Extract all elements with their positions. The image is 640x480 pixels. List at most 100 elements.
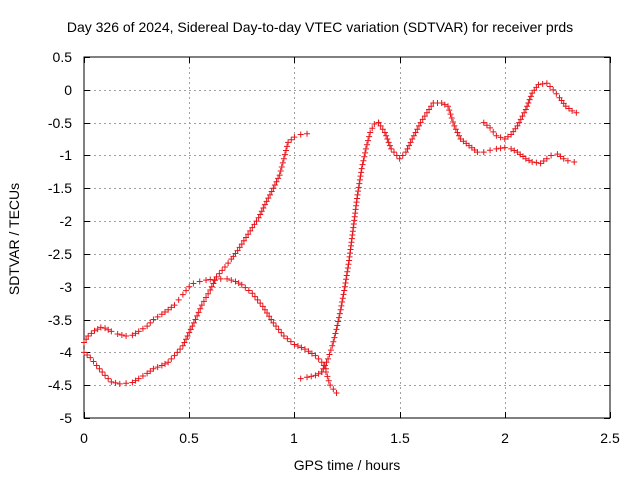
data-point	[184, 332, 191, 339]
data-point	[371, 120, 378, 127]
data-point	[332, 330, 339, 337]
data-point	[362, 145, 369, 152]
data-point	[363, 141, 370, 148]
data-point	[564, 157, 571, 164]
data-point	[540, 158, 547, 165]
data-point	[344, 268, 351, 275]
data-point	[404, 145, 411, 152]
data-point	[97, 324, 104, 331]
data-point	[287, 338, 294, 345]
data-point	[428, 103, 435, 110]
data-point	[423, 109, 430, 116]
data-point	[497, 145, 504, 152]
data-point	[232, 278, 239, 285]
data-point	[298, 344, 305, 351]
x-tick-label: 0.5	[179, 430, 199, 446]
data-point	[132, 377, 139, 384]
data-point	[165, 359, 172, 366]
data-point	[162, 308, 169, 315]
y-tick-label: -3	[60, 279, 73, 295]
data-point	[560, 155, 567, 162]
data-point	[228, 277, 235, 284]
data-point	[144, 323, 151, 330]
data-point	[379, 126, 386, 133]
data-point	[315, 355, 322, 362]
data-point	[114, 330, 121, 337]
data-point	[356, 180, 363, 187]
data-point	[116, 380, 123, 387]
data-point	[175, 296, 182, 303]
data-point	[340, 291, 347, 298]
data-point	[354, 191, 361, 198]
data-point	[406, 142, 413, 149]
data-point	[253, 218, 260, 225]
data-point	[535, 81, 542, 88]
data-point	[343, 276, 350, 283]
data-point	[358, 169, 365, 176]
data-point	[325, 377, 332, 384]
data-point	[294, 343, 301, 350]
data-point	[174, 349, 181, 356]
data-point	[522, 155, 529, 162]
data-point	[517, 116, 524, 123]
data-point	[501, 136, 508, 143]
data-point	[497, 134, 504, 141]
data-point	[280, 155, 287, 162]
data-point	[87, 354, 94, 361]
data-point	[235, 280, 242, 287]
data-point	[123, 380, 130, 387]
data-point	[320, 365, 327, 372]
data-point	[417, 119, 424, 126]
data-point	[554, 151, 561, 158]
data-point	[548, 152, 555, 159]
data-point	[312, 372, 319, 379]
data-point	[337, 306, 344, 313]
data-point	[358, 165, 365, 172]
series-track-3	[81, 130, 311, 387]
data-point	[308, 373, 315, 380]
data-point	[273, 178, 280, 185]
data-point	[415, 122, 422, 129]
data-point	[345, 261, 352, 268]
data-point	[198, 302, 205, 309]
data-point	[402, 149, 409, 156]
data-point	[135, 375, 142, 382]
data-point	[341, 283, 348, 290]
data-point	[369, 125, 376, 132]
data-point	[414, 126, 421, 133]
data-point	[259, 303, 266, 310]
y-tick-label: 0	[64, 82, 72, 98]
data-point	[323, 359, 330, 366]
y-axis-label: SDTVAR / TECUs	[6, 182, 22, 296]
grid	[84, 57, 610, 418]
data-point	[129, 332, 136, 339]
data-point	[390, 149, 397, 156]
data-point	[186, 283, 193, 290]
data-point	[284, 143, 291, 150]
data-point	[135, 328, 142, 335]
data-point	[451, 122, 458, 129]
data-point	[444, 103, 451, 110]
data-point	[154, 313, 161, 320]
y-tick-label: -4.5	[48, 377, 72, 393]
data-point	[158, 311, 165, 318]
data-point	[272, 323, 279, 330]
data-point	[331, 334, 338, 341]
data-point	[360, 157, 367, 164]
data-point	[508, 145, 515, 152]
data-point	[569, 107, 576, 114]
data-point	[132, 330, 139, 337]
data-point	[211, 277, 218, 284]
data-point	[266, 191, 273, 198]
data-point	[219, 267, 226, 274]
data-point	[261, 201, 268, 208]
data-point	[183, 336, 190, 343]
data-point	[255, 214, 262, 221]
data-point	[511, 147, 518, 154]
data-point	[171, 302, 178, 309]
data-point	[367, 129, 374, 136]
data-point	[381, 129, 388, 136]
series-track-6	[375, 99, 578, 167]
series-track-7	[480, 80, 580, 143]
data-point	[197, 305, 204, 312]
